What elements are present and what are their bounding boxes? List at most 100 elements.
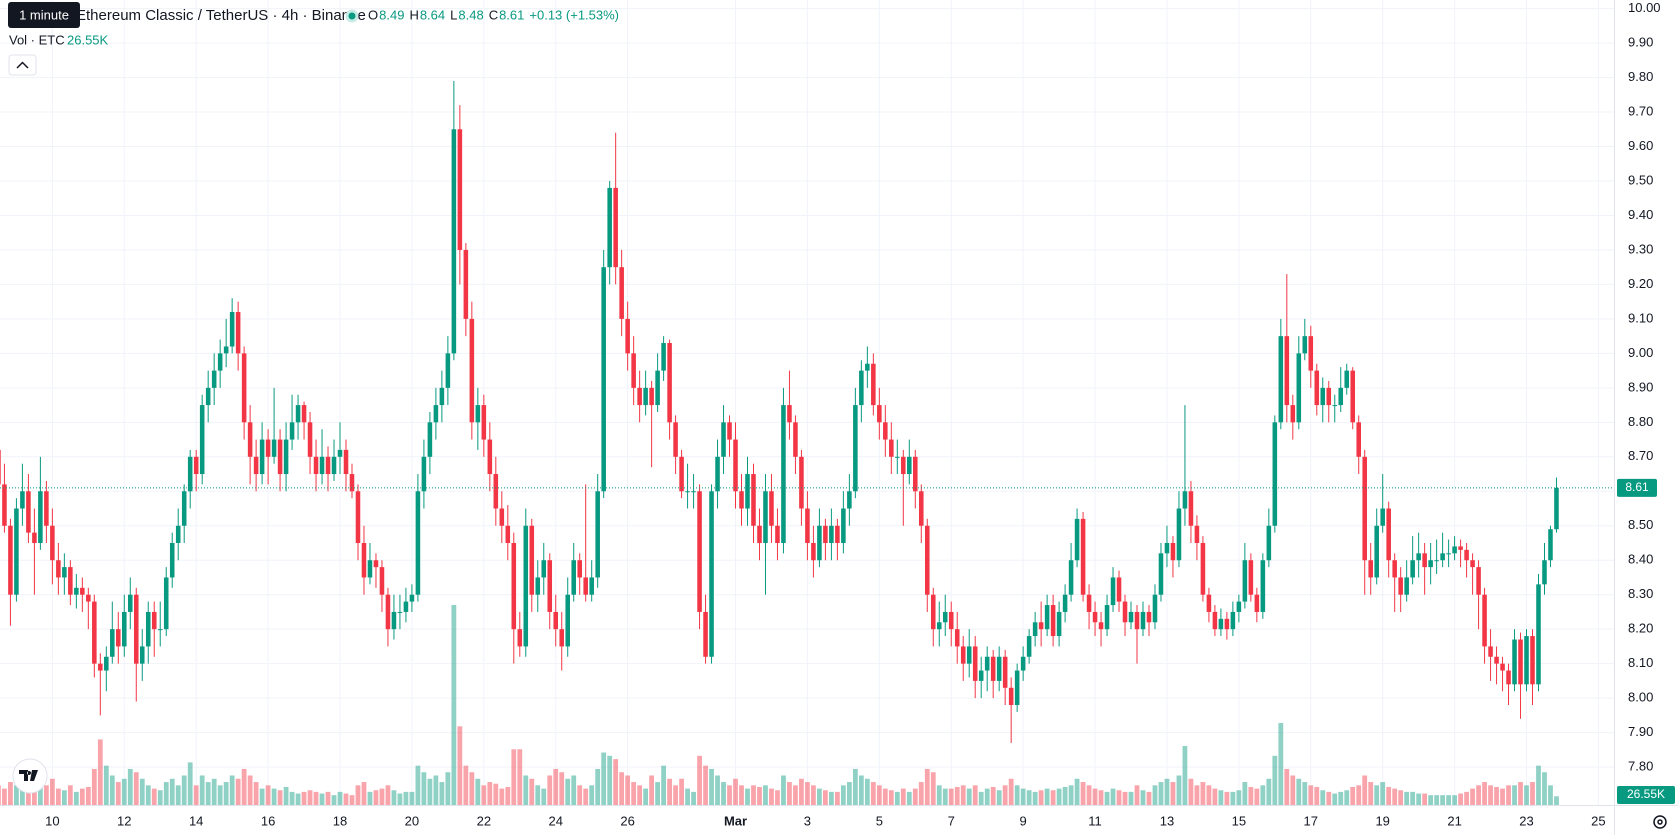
volume-bar <box>253 782 259 805</box>
candle-body <box>1224 618 1230 630</box>
candle-body <box>116 629 121 647</box>
volume-bar <box>175 785 181 805</box>
volume-bar <box>1020 788 1026 805</box>
candle-body <box>859 370 864 406</box>
candle-body <box>1128 611 1134 623</box>
candle-body <box>1512 639 1517 685</box>
volume-bar <box>799 778 804 805</box>
candle-body <box>409 594 415 602</box>
volume-bar <box>577 785 583 805</box>
volume-bar <box>199 775 205 805</box>
candle-body <box>505 525 511 543</box>
volume-bar <box>169 778 175 805</box>
candle-body <box>1314 370 1320 406</box>
candle-body <box>385 594 391 630</box>
volume-bar <box>49 778 55 805</box>
x-tick-label: 22 <box>477 813 491 828</box>
candle-body <box>367 560 373 578</box>
volume-bar <box>355 785 361 805</box>
candle-body <box>595 491 600 578</box>
candle-body <box>589 577 594 595</box>
candle-body <box>1296 353 1302 423</box>
volume-bar <box>37 780 43 805</box>
candle-body <box>619 267 624 319</box>
candle-body <box>733 439 738 492</box>
volume-bar <box>301 791 307 805</box>
market-status[interactable] <box>345 9 359 23</box>
volume-bar <box>1362 775 1368 805</box>
volume-bar <box>439 782 445 805</box>
tooltip: 1 minute <box>19 7 69 22</box>
candle-body <box>901 456 906 475</box>
symbol-title[interactable]: Ethereum Classic / TetherUS · 4h · Binan… <box>76 7 366 24</box>
candle-body <box>751 474 756 526</box>
ohlc-item: 8.61 <box>499 7 524 22</box>
volume-bar <box>1410 791 1416 805</box>
candle-body <box>1050 605 1056 637</box>
tv-logo-bg[interactable] <box>12 758 48 794</box>
collapse-button[interactable] <box>8 54 37 76</box>
volume-bar <box>679 778 684 805</box>
candle-body <box>679 456 684 492</box>
settings-icon-core <box>1657 819 1663 825</box>
volume-bar <box>421 772 427 805</box>
candle-body <box>1518 639 1523 685</box>
candle-body <box>457 129 463 250</box>
candle-body <box>984 656 990 671</box>
candle-body <box>157 629 163 631</box>
candle-body <box>960 646 966 664</box>
volume-bar <box>163 782 169 805</box>
volume-bar <box>643 788 649 805</box>
volume-bar <box>1536 765 1541 805</box>
volume-bar <box>1512 785 1517 805</box>
x-tick-label: 3 <box>804 813 811 828</box>
volume-bar <box>691 791 696 805</box>
settings-icon[interactable] <box>1653 815 1667 829</box>
volume-bar <box>954 786 960 805</box>
volume-bar <box>1296 778 1302 805</box>
volume-bar <box>769 788 774 805</box>
candle-body <box>1086 594 1092 612</box>
candle-body <box>1182 491 1188 509</box>
y-tick-label: 8.00 <box>1628 690 1653 705</box>
volume-bar <box>715 775 720 805</box>
candle-body <box>727 422 732 440</box>
candle-body <box>1554 487 1559 530</box>
candle-body <box>523 525 529 647</box>
volume-bar <box>283 786 289 805</box>
volume-bar <box>1260 785 1266 805</box>
volume-bar <box>427 778 433 805</box>
y-tick-label: 8.90 <box>1628 379 1653 394</box>
volume-bar <box>127 768 133 805</box>
candle-body <box>169 542 175 578</box>
candle-body <box>1140 611 1146 630</box>
candle-body <box>427 422 433 457</box>
candle-body <box>889 439 894 457</box>
candle-body <box>703 611 708 657</box>
candle-body <box>877 405 882 423</box>
volume-bar <box>1476 785 1481 805</box>
volume-bar <box>1446 795 1452 805</box>
candle-body <box>559 629 565 647</box>
volume-bar <box>1386 786 1392 805</box>
candle-body <box>104 656 109 671</box>
volume-bar <box>858 775 864 805</box>
y-tick-label: 9.80 <box>1628 69 1653 84</box>
volume-bar <box>1548 785 1553 805</box>
y-tick-label: 10.00 <box>1628 0 1661 15</box>
candle-body <box>954 629 960 647</box>
volume-bar <box>1032 791 1038 805</box>
volume-bar <box>1224 791 1230 805</box>
candle-body <box>241 353 247 423</box>
volume-bar <box>1500 788 1505 805</box>
candle-body <box>1392 560 1397 578</box>
volume-bar <box>1104 791 1110 805</box>
candle-body <box>942 611 948 623</box>
candle-body <box>1194 525 1200 543</box>
volume-bar <box>828 791 834 805</box>
volume-bar <box>1056 788 1062 805</box>
volume-bar <box>1194 785 1200 805</box>
candle-body <box>1152 594 1158 623</box>
volume-bar <box>1266 778 1272 805</box>
volume-bar <box>511 749 517 805</box>
